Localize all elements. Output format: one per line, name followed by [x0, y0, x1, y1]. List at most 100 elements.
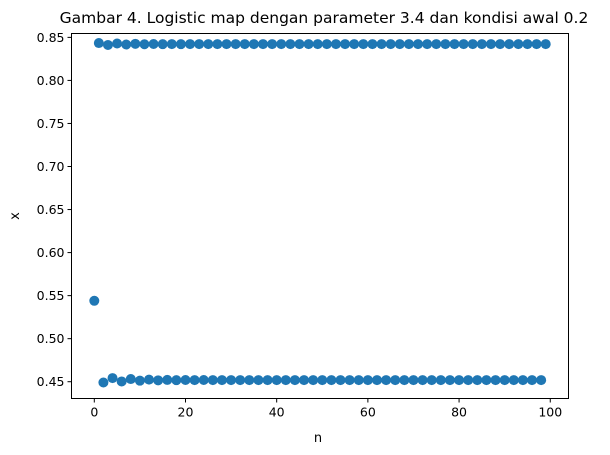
data-point: [435, 375, 446, 386]
data-point: [207, 375, 218, 386]
data-point: [157, 39, 168, 50]
data-point: [153, 375, 164, 386]
data-point: [527, 375, 538, 386]
data-point: [271, 375, 282, 386]
data-point: [280, 375, 291, 386]
data-point: [299, 375, 310, 386]
data-point: [162, 374, 173, 385]
data-point: [513, 39, 524, 50]
data-point: [540, 39, 551, 50]
data-point: [239, 39, 250, 50]
data-point: [485, 39, 496, 50]
data-point: [517, 375, 528, 386]
data-point: [358, 39, 369, 50]
data-point: [98, 377, 109, 388]
data-point: [116, 376, 127, 387]
x-axis-ticks: 0 20 40 60 80 100: [90, 398, 562, 420]
data-point: [171, 375, 182, 386]
data-point: [175, 39, 186, 50]
data-point: [353, 375, 364, 386]
data-point: [112, 38, 123, 49]
data-point: [194, 39, 205, 50]
data-point: [499, 375, 510, 386]
data-point: [144, 374, 155, 385]
data-point: [185, 39, 196, 50]
data-point: [166, 39, 177, 50]
y-axis-label: x: [8, 212, 23, 220]
y-tick-label: 0.65: [37, 202, 65, 217]
data-point: [476, 39, 487, 50]
x-tick-label: 80: [451, 405, 467, 420]
data-point: [244, 375, 255, 386]
data-point: [449, 39, 460, 50]
x-tick-label: 0: [90, 405, 98, 420]
y-tick-label: 0.70: [37, 159, 65, 174]
data-point: [107, 373, 118, 384]
data-point: [294, 39, 305, 50]
data-point: [221, 39, 232, 50]
data-point: [504, 39, 515, 50]
data-point: [376, 39, 387, 50]
x-tick-label: 40: [269, 405, 285, 420]
data-point: [467, 39, 478, 50]
data-point: [326, 375, 337, 386]
data-point: [522, 39, 533, 50]
data-point: [134, 375, 145, 386]
data-points: [89, 38, 551, 388]
data-point: [253, 375, 264, 386]
y-axis-ticks: 0.45 0.50 0.55 0.60 0.65 0.70 0.75 0.80 0.85: [37, 30, 72, 389]
data-point: [531, 39, 542, 50]
data-point: [262, 375, 273, 386]
data-point: [267, 39, 278, 50]
data-point: [89, 295, 100, 306]
data-point: [417, 375, 428, 386]
data-point: [335, 375, 346, 386]
data-point: [308, 375, 319, 386]
data-point: [289, 375, 300, 386]
data-point: [472, 375, 483, 386]
data-point: [180, 374, 191, 385]
data-point: [444, 375, 455, 386]
data-point: [458, 39, 469, 50]
data-point: [340, 39, 351, 50]
data-point: [203, 39, 214, 50]
data-point: [285, 39, 296, 50]
data-point: [422, 39, 433, 50]
x-tick-label: 100: [538, 405, 562, 420]
data-point: [258, 39, 269, 50]
y-tick-label: 0.45: [37, 374, 65, 389]
data-point: [367, 39, 378, 50]
data-point: [403, 39, 414, 50]
data-point: [330, 39, 341, 50]
data-point: [198, 374, 209, 385]
data-point: [102, 39, 113, 50]
data-point: [362, 375, 373, 386]
data-point: [344, 375, 355, 386]
data-point: [394, 39, 405, 50]
x-axis-label: n: [314, 431, 322, 446]
data-point: [189, 375, 200, 386]
data-point: [139, 39, 150, 50]
data-point: [248, 39, 259, 50]
data-point: [235, 375, 246, 386]
y-tick-label: 0.60: [37, 245, 65, 260]
data-point: [121, 39, 132, 50]
data-point: [276, 39, 287, 50]
data-point: [463, 375, 474, 386]
x-tick-label: 60: [360, 405, 376, 420]
data-point: [454, 375, 465, 386]
data-point: [536, 375, 547, 386]
data-point: [216, 375, 227, 386]
data-point: [321, 39, 332, 50]
data-point: [312, 39, 323, 50]
y-tick-label: 0.50: [37, 331, 65, 346]
y-tick-label: 0.75: [37, 116, 65, 131]
data-point: [303, 39, 314, 50]
data-point: [226, 375, 237, 386]
data-point: [490, 375, 501, 386]
data-point: [426, 375, 437, 386]
data-point: [317, 375, 328, 386]
data-point: [230, 39, 241, 50]
data-point: [93, 38, 104, 49]
